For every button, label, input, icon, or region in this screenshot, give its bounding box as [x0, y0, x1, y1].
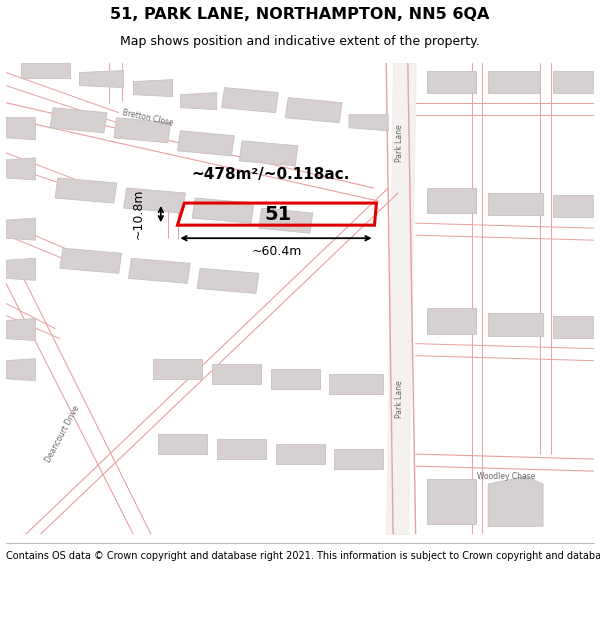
- Text: 51, PARK LANE, NORTHAMPTON, NN5 6QA: 51, PARK LANE, NORTHAMPTON, NN5 6QA: [110, 8, 490, 22]
- Polygon shape: [259, 208, 313, 233]
- Text: ~10.8m: ~10.8m: [132, 189, 145, 239]
- Text: Park Lane: Park Lane: [395, 124, 404, 162]
- Text: Map shows position and indicative extent of the property.: Map shows position and indicative extent…: [120, 35, 480, 48]
- Polygon shape: [6, 218, 35, 240]
- Polygon shape: [6, 158, 35, 180]
- Polygon shape: [124, 188, 185, 213]
- Polygon shape: [6, 359, 35, 381]
- Polygon shape: [334, 449, 383, 469]
- Text: 51: 51: [265, 204, 292, 224]
- Polygon shape: [427, 71, 476, 92]
- Polygon shape: [6, 118, 35, 140]
- Polygon shape: [553, 316, 594, 338]
- Polygon shape: [114, 118, 170, 143]
- Polygon shape: [553, 71, 594, 92]
- Polygon shape: [488, 193, 543, 215]
- Polygon shape: [55, 178, 117, 203]
- Polygon shape: [221, 88, 278, 112]
- Polygon shape: [192, 198, 254, 223]
- Polygon shape: [488, 476, 543, 526]
- Text: Woodley Chase: Woodley Chase: [476, 472, 535, 481]
- Polygon shape: [212, 364, 261, 384]
- Polygon shape: [239, 141, 298, 166]
- Polygon shape: [553, 195, 594, 217]
- Polygon shape: [128, 258, 190, 283]
- Polygon shape: [181, 92, 217, 110]
- Polygon shape: [427, 309, 476, 334]
- Polygon shape: [6, 258, 35, 281]
- Polygon shape: [427, 479, 476, 524]
- Polygon shape: [488, 314, 543, 336]
- Polygon shape: [275, 444, 325, 464]
- Polygon shape: [329, 374, 383, 394]
- Polygon shape: [50, 107, 107, 132]
- Text: Bretton Close: Bretton Close: [122, 108, 175, 127]
- Polygon shape: [153, 359, 202, 379]
- Polygon shape: [488, 71, 540, 92]
- Text: Deancourt Drive: Deancourt Drive: [44, 404, 82, 464]
- Polygon shape: [133, 79, 173, 97]
- Polygon shape: [79, 71, 124, 88]
- Polygon shape: [6, 319, 35, 341]
- Text: Park Lane: Park Lane: [395, 380, 404, 418]
- Polygon shape: [286, 98, 342, 122]
- Text: Contains OS data © Crown copyright and database right 2021. This information is : Contains OS data © Crown copyright and d…: [6, 551, 600, 561]
- Polygon shape: [197, 268, 259, 293]
- Polygon shape: [178, 131, 235, 156]
- Polygon shape: [158, 434, 207, 454]
- Polygon shape: [217, 439, 266, 459]
- Text: ~60.4m: ~60.4m: [251, 245, 302, 258]
- Polygon shape: [60, 248, 122, 273]
- Polygon shape: [427, 188, 476, 213]
- Polygon shape: [271, 369, 320, 389]
- Polygon shape: [349, 115, 388, 131]
- Text: ~478m²/~0.118ac.: ~478m²/~0.118ac.: [191, 168, 350, 182]
- Polygon shape: [21, 62, 70, 78]
